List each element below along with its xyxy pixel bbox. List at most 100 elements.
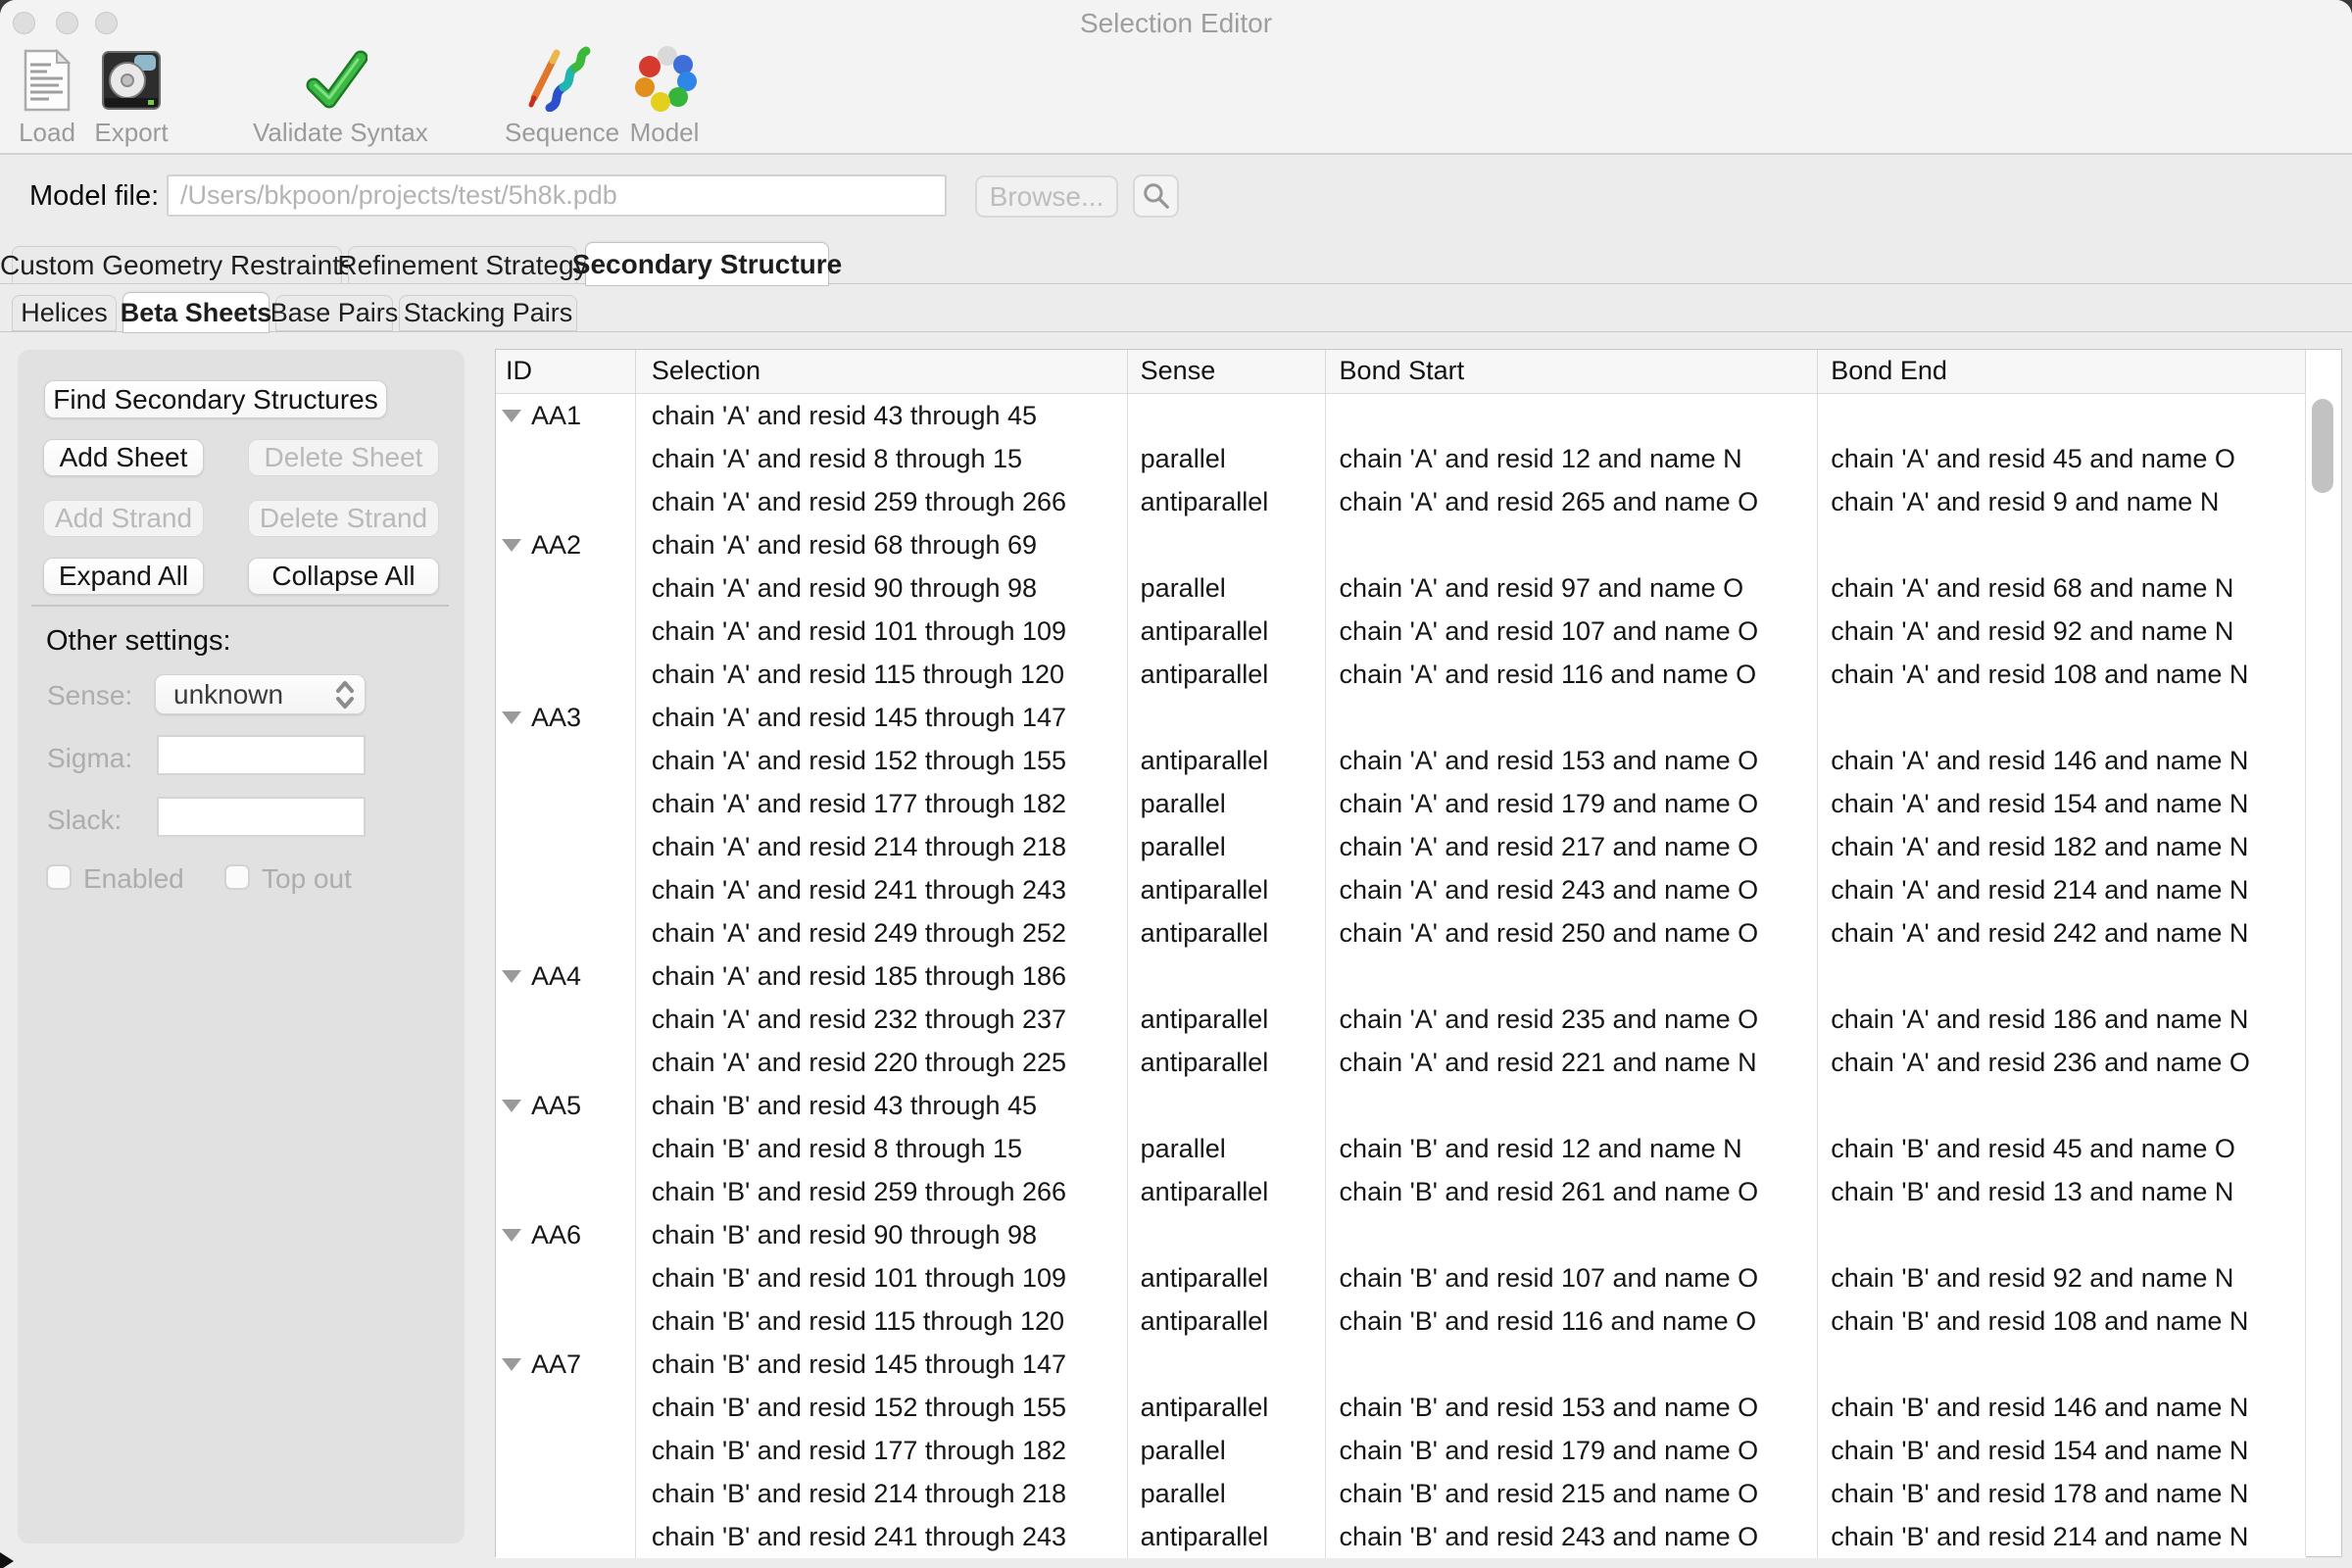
table-row[interactable]: AA5 chain 'B' and resid 43 through 45: [496, 1084, 2306, 1127]
minimize-window-button[interactable]: [56, 12, 78, 34]
sequence-button[interactable]: Sequence: [505, 45, 619, 148]
table-row[interactable]: AA1 chain 'A' and resid 43 through 45: [496, 394, 2306, 437]
table-row[interactable]: chain 'A' and resid 232 through 237 anti…: [496, 998, 2306, 1041]
hard-drive-icon: [92, 45, 171, 112]
table-row[interactable]: chain 'A' and resid 101 through 109 anti…: [496, 610, 2306, 653]
bond-start-cell: [1326, 1213, 1819, 1256]
mouse-cursor: [0, 1552, 14, 1568]
column-header-bond-start[interactable]: Bond Start: [1326, 350, 1819, 393]
bond-end-cell: chain 'B' and resid 214 and name N: [1831, 1522, 2249, 1551]
vertical-scrollbar[interactable]: [2305, 393, 2341, 1556]
sense-cell: antiparallel: [1128, 610, 1326, 653]
delete-sheet-button[interactable]: Delete Sheet: [248, 439, 439, 476]
selection-cell: chain 'A' and resid 259 through 266: [636, 480, 1128, 523]
slack-input[interactable]: [157, 797, 366, 837]
column-header-sense[interactable]: Sense: [1128, 350, 1326, 393]
disclosure-triangle-icon[interactable]: [502, 1228, 521, 1242]
model-button[interactable]: Model: [620, 45, 709, 148]
disclosure-triangle-icon[interactable]: [502, 969, 521, 983]
table-header: ID Selection Sense Bond Start Bond End: [496, 350, 2306, 394]
scrollbar-thumb[interactable]: [2312, 399, 2333, 493]
table-row[interactable]: AA7 chain 'B' and resid 145 through 147: [496, 1343, 2306, 1386]
table-row[interactable]: AA2 chain 'A' and resid 68 through 69: [496, 523, 2306, 566]
selection-cell: chain 'B' and resid 241 through 243: [636, 1515, 1128, 1558]
sense-cell: [1128, 394, 1326, 437]
table-row[interactable]: chain 'A' and resid 8 through 15 paralle…: [496, 437, 2306, 480]
tab-stacking-pairs[interactable]: Stacking Pairs: [399, 295, 577, 331]
column-header-id[interactable]: ID: [496, 350, 636, 393]
collapse-all-button[interactable]: Collapse All: [248, 558, 439, 595]
table-row[interactable]: chain 'B' and resid 115 through 120 anti…: [496, 1299, 2306, 1343]
bond-start-cell: [1326, 955, 1819, 998]
table-row[interactable]: chain 'B' and resid 241 through 243 anti…: [496, 1515, 2306, 1558]
validate-syntax-button[interactable]: Validate Syntax: [253, 45, 428, 148]
close-window-button[interactable]: [13, 12, 35, 34]
table-row[interactable]: chain 'B' and resid 259 through 266 anti…: [496, 1170, 2306, 1213]
table-row[interactable]: chain 'A' and resid 177 through 182 para…: [496, 782, 2306, 825]
disclosure-triangle-icon[interactable]: [502, 1357, 521, 1371]
bond-start-cell: chain 'B' and resid 261 and name O: [1326, 1170, 1819, 1213]
model-file-input[interactable]: /Users/bkpoon/projects/test/5h8k.pdb: [167, 174, 947, 217]
search-file-button[interactable]: [1133, 174, 1179, 218]
table-row[interactable]: chain 'A' and resid 90 through 98 parall…: [496, 566, 2306, 610]
table-row[interactable]: chain 'A' and resid 214 through 218 para…: [496, 825, 2306, 868]
beta-sheets-table: ID Selection Sense Bond Start Bond End A…: [495, 349, 2342, 1558]
tab-secondary-structure[interactable]: Secondary Structure: [572, 242, 842, 286]
sheet-id: AA6: [531, 1220, 582, 1250]
table-row[interactable]: AA4 chain 'A' and resid 185 through 186: [496, 955, 2306, 998]
table-row[interactable]: chain 'B' and resid 8 through 15 paralle…: [496, 1127, 2306, 1170]
table-row[interactable]: chain 'B' and resid 177 through 182 para…: [496, 1429, 2306, 1472]
add-sheet-button[interactable]: Add Sheet: [43, 439, 204, 476]
table-row[interactable]: chain 'B' and resid 101 through 109 anti…: [496, 1256, 2306, 1299]
sheet-id: AA4: [531, 961, 582, 991]
magnifier-icon: [1143, 183, 1169, 209]
delete-strand-button[interactable]: Delete Strand: [248, 500, 439, 537]
tab-refinement-strategy[interactable]: Refinement Strategy: [337, 246, 588, 284]
table-row[interactable]: chain 'A' and resid 259 through 266 anti…: [496, 480, 2306, 523]
sense-cell: [1128, 696, 1326, 739]
table-row[interactable]: AA6 chain 'B' and resid 90 through 98: [496, 1213, 2306, 1256]
sense-cell: antiparallel: [1128, 1170, 1326, 1213]
sigma-input[interactable]: [157, 735, 366, 775]
disclosure-triangle-icon[interactable]: [502, 409, 521, 422]
bond-start-cell: chain 'A' and resid 217 and name O: [1326, 825, 1819, 868]
expand-all-button[interactable]: Expand All: [43, 558, 204, 595]
disclosure-triangle-icon[interactable]: [502, 1099, 521, 1112]
tab-helices[interactable]: Helices: [12, 295, 117, 331]
selection-cell: chain 'B' and resid 259 through 266: [636, 1170, 1128, 1213]
table-row[interactable]: chain 'B' and resid 152 through 155 anti…: [496, 1386, 2306, 1429]
sense-dropdown[interactable]: unknown: [155, 674, 366, 714]
table-row[interactable]: AA3 chain 'A' and resid 145 through 147: [496, 696, 2306, 739]
top-out-checkbox[interactable]: [224, 864, 250, 890]
disclosure-triangle-icon[interactable]: [502, 538, 521, 552]
bond-start-cell: chain 'A' and resid 243 and name O: [1326, 868, 1819, 911]
selection-cell: chain 'B' and resid 43 through 45: [636, 1084, 1128, 1127]
load-button[interactable]: Load: [8, 45, 86, 148]
table-row[interactable]: chain 'A' and resid 241 through 243 anti…: [496, 868, 2306, 911]
sense-cell: antiparallel: [1128, 998, 1326, 1041]
export-button[interactable]: Export: [92, 45, 171, 148]
selection-cell: chain 'A' and resid 115 through 120: [636, 653, 1128, 696]
table-row[interactable]: chain 'A' and resid 249 through 252 anti…: [496, 911, 2306, 955]
browse-button[interactable]: Browse...: [975, 175, 1118, 218]
column-header-bond-end[interactable]: Bond End: [1818, 350, 2306, 393]
tab-beta-sheets[interactable]: Beta Sheets: [121, 292, 271, 333]
disclosure-triangle-icon[interactable]: [502, 710, 521, 724]
model-file-label: Model file:: [29, 180, 160, 212]
table-row[interactable]: chain 'A' and resid 152 through 155 anti…: [496, 739, 2306, 782]
sense-cell: antiparallel: [1128, 653, 1326, 696]
panel-divider: [31, 605, 449, 607]
enabled-checkbox[interactable]: [46, 864, 72, 890]
zoom-window-button[interactable]: [95, 12, 118, 34]
add-strand-button[interactable]: Add Strand: [43, 500, 204, 537]
tab-base-pairs[interactable]: Base Pairs: [270, 295, 398, 331]
bond-start-cell: chain 'A' and resid 221 and name N: [1326, 1041, 1819, 1084]
find-secondary-structures-button[interactable]: Find Secondary Structures: [44, 380, 387, 418]
table-row[interactable]: chain 'A' and resid 220 through 225 anti…: [496, 1041, 2306, 1084]
table-row[interactable]: chain 'B' and resid 214 through 218 para…: [496, 1472, 2306, 1515]
enabled-checkbox-label: Enabled: [83, 863, 184, 894]
table-row[interactable]: chain 'A' and resid 115 through 120 anti…: [496, 653, 2306, 696]
tab-custom-geometry-restraints[interactable]: Custom Geometry Restraints: [0, 246, 354, 284]
column-header-selection[interactable]: Selection: [636, 350, 1128, 393]
